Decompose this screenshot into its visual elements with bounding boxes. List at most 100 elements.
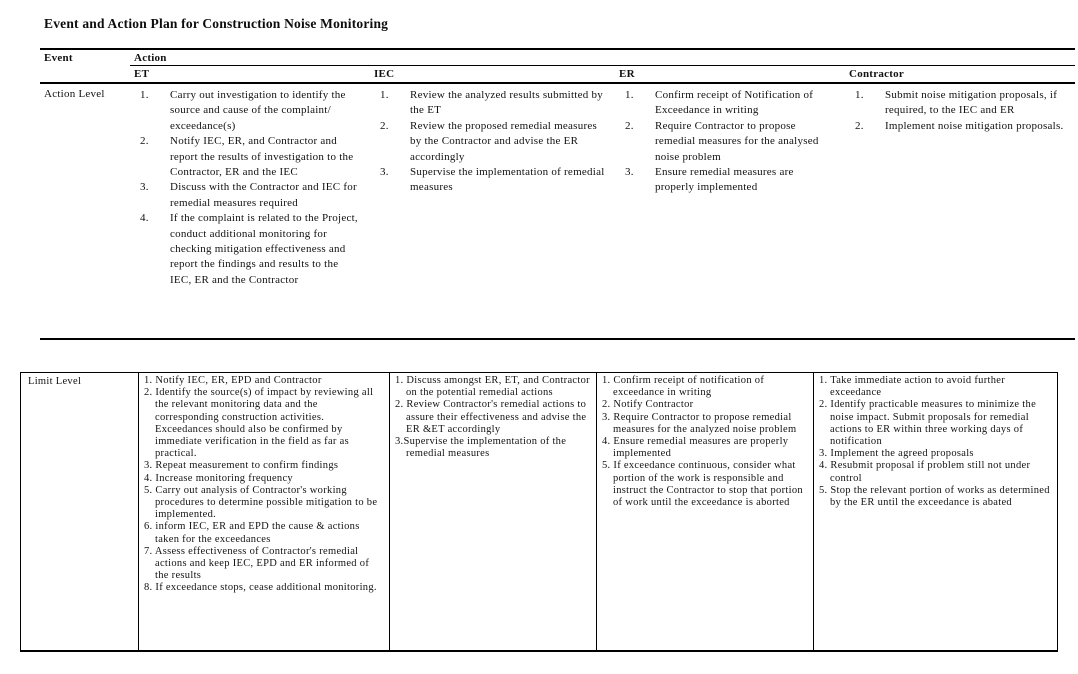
list-item: 1. Notify IEC, ER, EPD and Contractor [144, 375, 384, 387]
list-item-text: Review the analyzed results submitted by… [410, 89, 603, 117]
action-level-table: Event Action ET IEC ER Contractor Action… [40, 48, 1075, 340]
list-item: 3. Implement the agreed proposals [819, 448, 1054, 460]
list-item: 1. Carry out investigation to identify th… [140, 88, 360, 134]
list-item: 4. If the complaint is related to the Pro… [140, 211, 360, 288]
list-item-text: 2. Identify the source(s) of impact by r… [144, 387, 374, 460]
list-item: 2. Implement noise mitigation proposals. [855, 119, 1065, 134]
list-item-text: 2. Notify Contractor [602, 399, 694, 411]
list-item: 1. Confirm receipt of Notification of Exc… [625, 88, 835, 119]
action-level-et-cell: 1. Carry out investigation to identify th… [130, 87, 370, 332]
action-level-iec-cell: 1. Review the analyzed results submitted … [370, 87, 615, 332]
list-item: 1. Review the analyzed results submitted … [380, 88, 605, 119]
list-item-number: 1. [380, 89, 389, 101]
list-item-number: 3. [380, 166, 389, 179]
list-item-number: 4. [140, 212, 149, 225]
list-item-text: Notify IEC, ER, and Contractor and repor… [170, 135, 354, 179]
limit-level-et-cell: 1. Notify IEC, ER, EPD and Contractor 2. … [138, 373, 389, 650]
list-item-text: Submit noise mitigation proposals, if re… [885, 89, 1058, 117]
limit-level-contractor-cell: 1. Take immediate action to avoid furthe… [813, 373, 1059, 650]
list-item: 2. Notify IEC, ER, and Contractor and rep… [140, 134, 360, 180]
list-item: 1. Take immediate action to avoid furthe… [819, 375, 1054, 399]
list-item-number: 1. [140, 89, 149, 101]
list-item-text: Supervise the implementation of remedial… [410, 166, 605, 194]
list-item-number: 2. [140, 135, 149, 148]
action-level-contractor-cell: 1. Submit noise mitigation proposals, if … [845, 87, 1075, 332]
limit-level-er-cell: 1. Confirm receipt of notification of ex… [596, 373, 813, 650]
list-item-text: 1. Notify IEC, ER, EPD and Contractor [144, 375, 322, 386]
list-item-number: 3. [140, 181, 149, 194]
column-header-spacer [40, 66, 130, 82]
column-header-iec: IEC [374, 68, 395, 80]
column-header-event: Event [44, 52, 73, 64]
column-header-et: ET [134, 68, 150, 80]
list-item-text: 4. Increase monitoring frequency [144, 472, 293, 484]
list-item: 2. Notify Contractor [602, 399, 808, 411]
list-item-number: 1. [855, 89, 864, 101]
list-item-text: 3. Implement the agreed proposals [819, 448, 974, 460]
list-item-text: 6. inform IEC, ER and EPD the cause & ac… [144, 521, 360, 545]
list-item-text: Implement noise mitigation proposals. [885, 119, 1064, 132]
list-item: 4. Increase monitoring frequency [144, 473, 384, 485]
list-item: 4. Ensure remedial measures are properly… [602, 436, 808, 460]
action-level-row: Action Level 1. Carry out investigation t… [40, 84, 1075, 338]
list-item-text: 3.Supervise the implementation of the re… [395, 436, 567, 460]
row-label-limit-level: Limit Level [28, 376, 82, 387]
column-header-er: ER [619, 68, 635, 80]
column-header-contractor: Contractor [849, 68, 905, 80]
list-item-text: Review the proposed remedial measures by… [410, 119, 598, 163]
list-item: 2. Identify practicable measures to mini… [819, 399, 1054, 448]
list-item-number: 3. [625, 166, 634, 179]
row-label-action-level: Action Level [44, 88, 105, 100]
list-item: 3. Supervise the implementation of remedi… [380, 165, 605, 196]
list-item: 2. Require Contractor to propose remedial… [625, 119, 835, 165]
column-header-action: Action [130, 50, 1075, 66]
list-item-text: 5. Carry out analysis of Contractor's wo… [144, 484, 378, 521]
list-item-text: 3. Repeat measurement to confirm finding… [144, 460, 339, 472]
list-item-text: Carry out investigation to identify the … [170, 89, 346, 132]
list-item: 3. Ensure remedial measures are properly … [625, 165, 835, 196]
list-item-text: If the complaint is related to the Proje… [170, 212, 358, 286]
list-item: 5. Stop the relevant portion of works as… [819, 485, 1054, 509]
list-item-text: Discuss with the Contractor and IEC for … [170, 181, 357, 209]
table1-header-row-2: ET IEC ER Contractor [40, 66, 1075, 84]
table1-header-row-1: Event Action [40, 50, 1075, 66]
list-item: 8. If exceedance stops, cease additional… [144, 582, 384, 594]
list-item-number: 1. [625, 89, 634, 101]
list-item-text: Ensure remedial measures are properly im… [655, 166, 794, 194]
list-item: 2. Review Contractor's remedial actions … [395, 399, 591, 436]
list-item: 2. Identify the source(s) of impact by r… [144, 387, 384, 460]
list-item: 4. Resubmit proposal if problem still no… [819, 460, 1054, 484]
list-item-number: 2. [855, 119, 864, 132]
list-item: 3. Repeat measurement to confirm finding… [144, 460, 384, 472]
list-item-text: 1. Discuss amongst ER, ET, and Contracto… [395, 375, 590, 399]
list-item: 2. Review the proposed remedial measures … [380, 119, 605, 165]
limit-level-table: Limit Level 1. Notify IEC, ER, EPD and C… [20, 372, 1058, 652]
list-item-text: 4. Ensure remedial measures are properly… [602, 436, 789, 460]
action-level-er-cell: 1. Confirm receipt of Notification of Exc… [615, 87, 845, 332]
list-item-text: 3. Require Contractor to propose remedia… [602, 411, 797, 435]
list-item: 1. Submit noise mitigation proposals, if … [855, 88, 1065, 119]
list-item: 5. Carry out analysis of Contractor's wo… [144, 485, 384, 522]
list-item-text: Confirm receipt of Notification of Excee… [655, 89, 814, 117]
page-title: Event and Action Plan for Construction N… [44, 16, 389, 31]
list-item-number: 2. [625, 119, 634, 132]
list-item: 1. Discuss amongst ER, ET, and Contracto… [395, 375, 591, 399]
list-item-text: 1. Take immediate action to avoid furthe… [819, 375, 1006, 399]
limit-level-iec-cell: 1. Discuss amongst ER, ET, and Contracto… [389, 373, 596, 650]
list-item-text: 1. Confirm receipt of notification of ex… [602, 375, 765, 399]
list-item-text: 2. Identify practicable measures to mini… [819, 399, 1037, 448]
list-item-text: 7. Assess effectiveness of Contractor's … [144, 545, 370, 582]
list-item: 3. Discuss with the Contractor and IEC fo… [140, 180, 360, 211]
list-item-number: 2. [380, 119, 389, 132]
limit-level-label-cell: Limit Level [21, 373, 138, 650]
list-item-text: 4. Resubmit proposal if problem still no… [819, 460, 1031, 484]
list-item-text: 8. If exceedance stops, cease additional… [144, 582, 377, 594]
list-item: 7. Assess effectiveness of Contractor's … [144, 546, 384, 583]
list-item: 5. If exceedance continuous, consider wh… [602, 460, 808, 509]
list-item-text: 2. Review Contractor's remedial actions … [395, 399, 587, 435]
list-item: 1. Confirm receipt of notification of ex… [602, 375, 808, 399]
list-item: 3.Supervise the implementation of the re… [395, 436, 591, 460]
list-item-text: 5. If exceedance continuous, consider wh… [602, 460, 803, 509]
list-item: 3. Require Contractor to propose remedia… [602, 412, 808, 436]
